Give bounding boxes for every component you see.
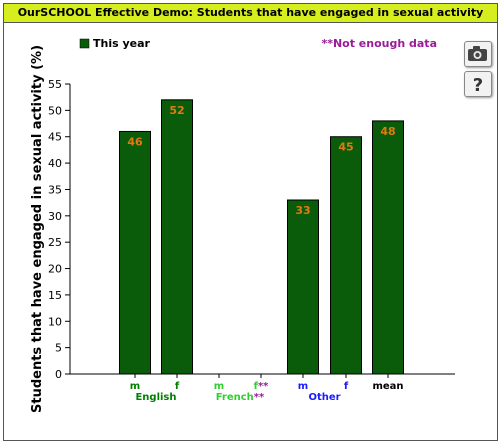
chart-panel: OurSCHOOL Effective Demo: Students that … xyxy=(3,3,498,441)
bar-value-label: 52 xyxy=(169,104,184,117)
y-tick-label: 10 xyxy=(48,315,62,328)
bar xyxy=(119,130,151,375)
svg-text:?: ? xyxy=(473,75,483,96)
y-tick-label: 20 xyxy=(48,263,62,276)
x-tick-label: mean xyxy=(372,381,403,392)
bar xyxy=(330,136,362,375)
x-tick-label: m xyxy=(130,381,140,392)
x-group-label: French** xyxy=(216,392,265,403)
not-enough-data-note: **Not enough data xyxy=(321,37,437,50)
bar xyxy=(372,120,404,375)
y-tick-label: 50 xyxy=(48,104,62,117)
chart-title: OurSCHOOL Effective Demo: Students that … xyxy=(4,4,497,23)
help-button[interactable]: ? xyxy=(464,71,492,97)
y-tick-label: 40 xyxy=(48,157,62,170)
not-enough-data-marker: ** xyxy=(254,392,265,403)
camera-icon xyxy=(468,46,487,61)
y-tick-label: 0 xyxy=(55,368,62,381)
question-mark-icon: ? xyxy=(473,75,483,96)
y-tick-label: 45 xyxy=(48,131,62,144)
bar-value-label: 45 xyxy=(338,141,353,154)
y-tick-label: 5 xyxy=(55,342,62,355)
export-image-button[interactable] xyxy=(464,41,492,67)
x-tick-label: f xyxy=(344,381,349,392)
y-tick-label: 30 xyxy=(48,210,62,223)
x-tick-label: f xyxy=(175,381,180,392)
y-tick-label: 25 xyxy=(48,236,62,249)
legend-label: This year xyxy=(93,37,151,50)
bar-value-label: 33 xyxy=(295,204,310,217)
x-tick-label: m xyxy=(298,381,308,392)
bar xyxy=(287,199,319,375)
x-group-label: English xyxy=(135,392,176,403)
bar-value-label: 48 xyxy=(380,125,395,138)
x-group-label: Other xyxy=(308,392,340,403)
x-tick-label: f** xyxy=(254,381,270,392)
x-tick-label: m xyxy=(214,381,224,392)
bar xyxy=(161,99,193,375)
y-tick-label: 35 xyxy=(48,183,62,196)
y-tick-label: 15 xyxy=(48,289,62,302)
bar-value-label: 46 xyxy=(127,135,143,148)
y-axis-title: Students that have engaged in sexual act… xyxy=(30,45,45,413)
y-tick-label: 55 xyxy=(48,78,62,91)
legend-swatch xyxy=(79,38,90,49)
not-enough-data-marker: ** xyxy=(258,381,269,392)
